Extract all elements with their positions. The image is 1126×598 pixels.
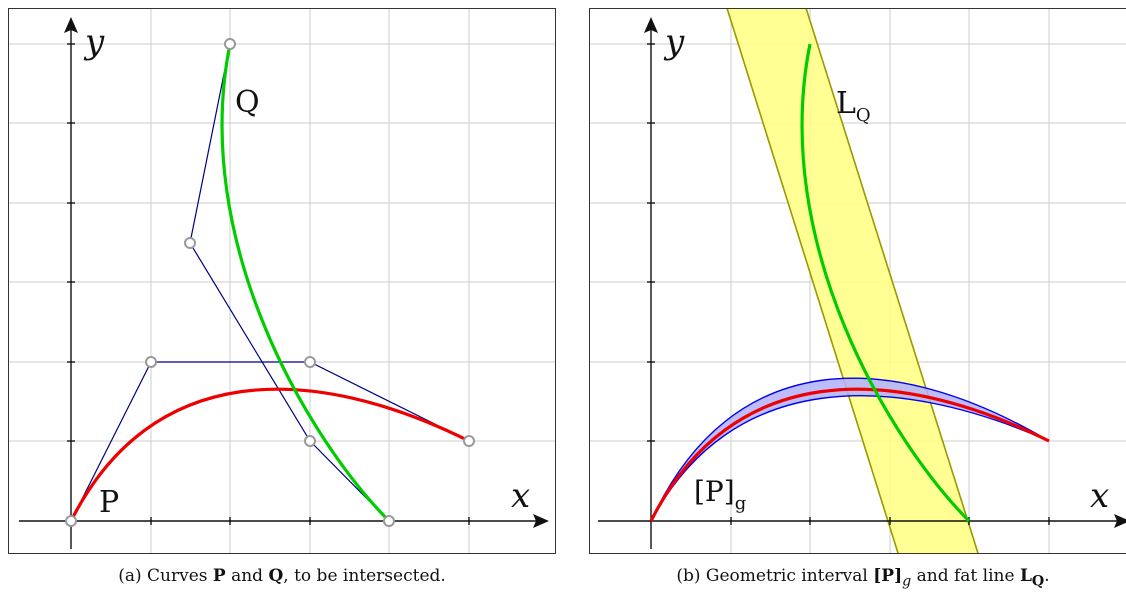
y-ticks xyxy=(67,43,75,442)
control-polygon-q xyxy=(189,43,390,522)
caption-b-pg-sub: g xyxy=(902,573,912,590)
panel-a-plot: x y P Q xyxy=(9,9,555,553)
caption-a-suffix: , to be intersected. xyxy=(283,566,446,586)
panel-b-interval: x y LQ [P]g xyxy=(589,8,1126,554)
label-pg-main: [P] xyxy=(694,475,735,508)
y-axis-label: y xyxy=(663,22,685,62)
caption-a-p: P xyxy=(212,566,226,586)
panel-b-plot: x y LQ [P]g xyxy=(590,9,1126,553)
curve-p xyxy=(69,387,470,522)
y-axis-arrow xyxy=(64,17,78,33)
x-axis-label: x xyxy=(1090,476,1109,516)
y-axis-arrow xyxy=(644,17,658,33)
x-ticks xyxy=(730,517,1050,525)
y-ticks xyxy=(647,43,655,442)
panel-a-curves: x y P Q xyxy=(8,8,556,554)
caption-b-suffix: . xyxy=(1044,566,1050,586)
caption-b-lq-sub: Q xyxy=(1031,573,1045,590)
caption-b: (b) Geometric interval [P]g and fat line… xyxy=(589,566,1126,589)
label-pg: [P]g xyxy=(694,475,746,514)
control-points xyxy=(65,38,475,527)
label-lq-main: L xyxy=(836,86,856,121)
curve-q xyxy=(800,43,971,523)
label-p: P xyxy=(99,485,119,520)
caption-a-and: and xyxy=(225,566,269,586)
caption-b-and: and fat line xyxy=(911,566,1020,586)
axes xyxy=(19,25,541,549)
control-polygon-p xyxy=(70,361,470,522)
caption-b-lq: L xyxy=(1019,566,1032,586)
fat-line-lq xyxy=(726,9,979,553)
caption-a: (a) Curves P and Q, to be intersected. xyxy=(8,566,556,586)
caption-b-pg: [P] xyxy=(873,566,903,586)
x-axis-arrow xyxy=(533,514,549,528)
caption-b-prefix: (b) Geometric interval xyxy=(676,566,874,586)
x-axis-label: x xyxy=(511,476,530,516)
label-lq: LQ xyxy=(836,86,871,126)
curve-p xyxy=(649,387,1050,522)
y-axis-label: y xyxy=(83,22,105,62)
label-q: Q xyxy=(235,85,260,120)
caption-a-q: Q xyxy=(268,566,284,586)
x-axis-arrow xyxy=(1114,514,1126,528)
label-pg-sub: g xyxy=(735,493,747,514)
curve-q xyxy=(220,43,391,523)
axes xyxy=(598,25,1122,549)
label-lq-sub: Q xyxy=(856,105,871,126)
caption-a-prefix: (a) Curves xyxy=(118,566,213,586)
grid xyxy=(9,9,555,553)
